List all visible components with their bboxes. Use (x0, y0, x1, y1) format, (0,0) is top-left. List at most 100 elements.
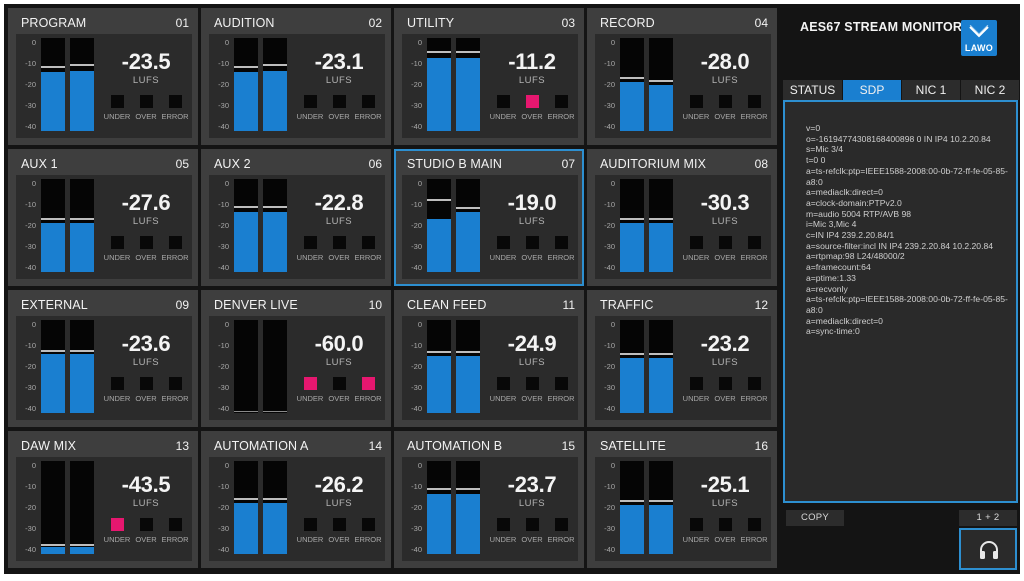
over-indicator (719, 518, 732, 531)
lufs-value: -28.0 (700, 49, 750, 74)
tile-number: 14 (368, 439, 382, 453)
scale-tick: -30 (604, 383, 615, 392)
lufs-unit: LUFS (325, 498, 353, 509)
level-meter-right (649, 179, 673, 272)
lufs-value: -24.9 (507, 331, 557, 356)
under-label: UNDER (103, 535, 131, 544)
meter-scale: 0 -10 -20 -30 -40 (16, 457, 38, 561)
lufs-value: -11.2 (508, 49, 556, 74)
lufs-unit: LUFS (711, 498, 739, 509)
lufs-value: -23.6 (121, 331, 171, 356)
under-indicator (304, 377, 317, 390)
under-label: UNDER (296, 253, 324, 262)
lufs-unit: LUFS (132, 498, 160, 509)
copy-button[interactable]: COPY (786, 510, 844, 526)
logo-chevron-icon (969, 25, 989, 38)
level-meter-right (649, 38, 673, 131)
under-indicator (690, 377, 703, 390)
scale-tick: -30 (218, 242, 229, 251)
scale-tick: 0 (417, 179, 422, 188)
peak-marker (456, 51, 480, 53)
lufs-unit: LUFS (325, 216, 353, 227)
meter-tile[interactable]: AUTOMATION A 14 0 -10 -20 -30 -40 -26.2 LUFS UNDE… (201, 431, 391, 568)
lufs-unit: LUFS (518, 75, 546, 86)
meter-scale: 0 -10 -20 -30 -40 (209, 175, 231, 279)
error-indicator (748, 95, 761, 108)
meter-tile[interactable]: UTILITY 03 0 -10 -20 -30 -40 -11.2 LUFS UNDER OVER… (394, 8, 584, 145)
peak-marker (620, 353, 644, 355)
tab-status[interactable]: STATUS (783, 80, 842, 100)
floor-marker (263, 129, 287, 130)
meter-tile[interactable]: AUX 2 06 0 -10 -20 -30 -40 -22.8 LUFS UNDER OVER ER… (201, 149, 391, 286)
error-label: ERROR (547, 535, 575, 544)
scale-tick: -40 (25, 545, 36, 554)
peak-marker (620, 218, 644, 220)
scale-tick: -20 (411, 503, 422, 512)
scale-tick: 0 (417, 320, 422, 329)
level-fill (649, 505, 673, 554)
level-fill (456, 58, 480, 131)
error-label: ERROR (547, 394, 575, 403)
scale-tick: -40 (411, 263, 422, 272)
level-meter-right (649, 461, 673, 554)
level-meter-right (456, 320, 480, 413)
meter-tile[interactable]: DENVER LIVE 10 0 -10 -20 -30 -40 -60.0 LUFS UNDER… (201, 290, 391, 427)
meter-body: 0 -10 -20 -30 -40 -23.2 LUFS UNDER OVER ERROR (595, 316, 771, 420)
meter-tile[interactable]: STUDIO B MAIN 07 0 -10 -20 -30 -40 -19.0 LUFS UND… (394, 149, 584, 286)
under-indicator (497, 377, 510, 390)
under-indicator (304, 236, 317, 249)
over-indicator (333, 236, 346, 249)
tile-number: 04 (754, 16, 768, 30)
meter-tile[interactable]: SATELLITE 16 0 -10 -20 -30 -40 -25.1 LUFS UNDER OV… (587, 431, 777, 568)
scale-tick: -30 (218, 524, 229, 533)
lufs-unit: LUFS (132, 357, 160, 368)
meter-tile[interactable]: AUDITORIUM MIX 08 0 -10 -20 -30 -40 -30.3 LUFS UN… (587, 149, 777, 286)
peak-marker (427, 199, 451, 201)
scale-tick: -40 (25, 263, 36, 272)
error-indicator (362, 518, 375, 531)
scale-tick: -30 (411, 383, 422, 392)
tile-number: 11 (562, 298, 575, 312)
meter-tile[interactable]: CLEAN FEED 11 0 -10 -20 -30 -40 -24.9 LUFS UNDER O… (394, 290, 584, 427)
channel-mode-button[interactable]: 1 + 2 (959, 510, 1017, 526)
meter-scale: 0 -10 -20 -30 -40 (595, 34, 617, 138)
under-label: UNDER (682, 394, 710, 403)
level-fill (427, 58, 451, 131)
tile-number: 08 (754, 157, 768, 171)
tab-sdp[interactable]: SDP (843, 80, 901, 100)
meter-tile[interactable]: TRAFFIC 12 0 -10 -20 -30 -40 -23.2 LUFS UNDER OVER… (587, 290, 777, 427)
tile-name: AUDITION (214, 16, 275, 30)
meter-tile[interactable]: AUTOMATION B 15 0 -10 -20 -30 -40 -23.7 LUFS UNDE… (394, 431, 584, 568)
scale-tick: 0 (610, 461, 615, 470)
sdp-text-area[interactable]: v=0 o=-1619477430816840​0898 0 IN IP4 10… (783, 100, 1018, 503)
under-indicator (497, 518, 510, 531)
meter-tile[interactable]: DAW MIX 13 0 -10 -20 -30 -40 -43.5 LUFS UNDER OVER… (8, 431, 198, 568)
meter-tile[interactable]: EXTERNAL 09 0 -10 -20 -30 -40 -23.6 LUFS UNDER OVE… (8, 290, 198, 427)
tab-nic-2[interactable]: NIC 2 (961, 80, 1019, 100)
error-indicator (555, 377, 568, 390)
over-indicator (719, 236, 732, 249)
level-fill (70, 71, 94, 131)
tile-number: 16 (754, 439, 768, 453)
scale-tick: 0 (31, 38, 36, 47)
scale-tick: 0 (31, 320, 36, 329)
lufs-unit: LUFS (711, 75, 739, 86)
meter-tile[interactable]: AUDITION 02 0 -10 -20 -30 -40 -23.1 LUFS UNDER OVE… (201, 8, 391, 145)
scale-tick: -40 (604, 545, 615, 554)
scale-tick: -10 (604, 59, 615, 68)
tile-number: 03 (561, 16, 575, 30)
tab-nic-1[interactable]: NIC 1 (902, 80, 960, 100)
meter-tile[interactable]: RECORD 04 0 -10 -20 -30 -40 -28.0 LUFS UNDER OVER E… (587, 8, 777, 145)
under-indicator (111, 236, 124, 249)
scale-tick: 0 (31, 179, 36, 188)
scale-tick: -40 (25, 404, 36, 413)
headphones-button[interactable] (959, 528, 1017, 570)
meter-tile[interactable]: PROGRAM 01 0 -10 -20 -30 -40 -23.5 LUFS UNDER OVER… (8, 8, 198, 145)
lufs-unit: LUFS (325, 75, 353, 86)
over-label: OVER (135, 535, 157, 544)
error-indicator (362, 236, 375, 249)
level-meter-right (456, 38, 480, 131)
lufs-unit: LUFS (518, 498, 546, 509)
meter-body: 0 -10 -20 -30 -40 -25.1 LUFS UNDER OVER ERROR (595, 457, 771, 561)
meter-tile[interactable]: AUX 1 05 0 -10 -20 -30 -40 -27.6 LUFS UNDER OVER ER… (8, 149, 198, 286)
